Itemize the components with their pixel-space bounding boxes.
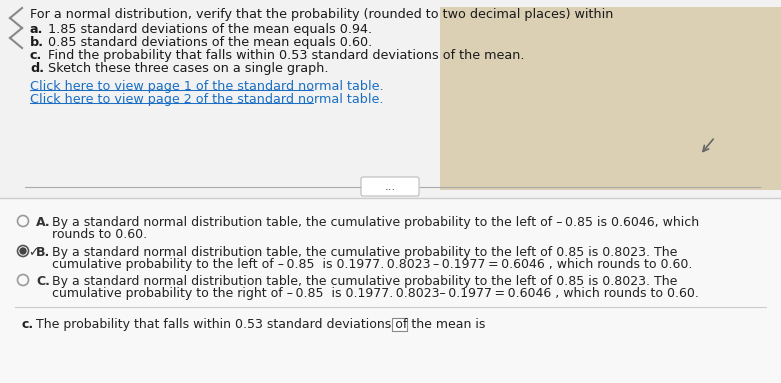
Text: By a standard normal distribution table, the cumulative probability to the left : By a standard normal distribution table,… [52, 275, 677, 288]
Circle shape [20, 248, 26, 254]
FancyBboxPatch shape [361, 177, 419, 196]
FancyBboxPatch shape [0, 198, 781, 383]
Text: c.: c. [30, 49, 42, 62]
Text: c.: c. [22, 318, 34, 331]
Text: C.: C. [36, 275, 50, 288]
Text: 1.85 standard deviations of the mean equals 0.94.: 1.85 standard deviations of the mean equ… [44, 23, 372, 36]
FancyBboxPatch shape [440, 7, 781, 190]
Text: cumulative probability to the right of – 0.85  is 0.1977. 0.8023– 0.1977 = 0.604: cumulative probability to the right of –… [52, 287, 699, 300]
Text: Click here to view page 1 of the standard normal table.: Click here to view page 1 of the standar… [30, 80, 383, 93]
Text: The probability that falls within 0.53 standard deviations of the mean is: The probability that falls within 0.53 s… [36, 318, 485, 331]
Text: ✓: ✓ [28, 246, 38, 259]
Text: 0.85 standard deviations of the mean equals 0.60.: 0.85 standard deviations of the mean equ… [44, 36, 373, 49]
FancyBboxPatch shape [0, 0, 781, 198]
Text: Click here to view page 2 of the standard normal table.: Click here to view page 2 of the standar… [30, 93, 383, 106]
Text: ...: ... [384, 180, 396, 193]
Text: Find the probability that falls within 0.53 standard deviations of the mean.: Find the probability that falls within 0… [44, 49, 525, 62]
Text: A.: A. [36, 216, 51, 229]
FancyBboxPatch shape [392, 318, 407, 331]
Text: B.: B. [36, 246, 50, 259]
Text: a.: a. [30, 23, 44, 36]
Text: For a normal distribution, verify that the probability (rounded to two decimal p: For a normal distribution, verify that t… [30, 8, 613, 21]
Text: By a standard normal distribution table, the cumulative probability to the left : By a standard normal distribution table,… [52, 216, 699, 229]
Text: rounds to 0.60.: rounds to 0.60. [52, 228, 147, 241]
Text: d.: d. [30, 62, 44, 75]
Text: By a standard normal distribution table, the cumulative probability to the left : By a standard normal distribution table,… [52, 246, 677, 259]
Text: cumulative probability to the left of – 0.85  is 0.1977. 0.8023 – 0.1977 = 0.604: cumulative probability to the left of – … [52, 258, 693, 271]
Text: Sketch these three cases on a single graph.: Sketch these three cases on a single gra… [44, 62, 329, 75]
Text: b.: b. [30, 36, 44, 49]
